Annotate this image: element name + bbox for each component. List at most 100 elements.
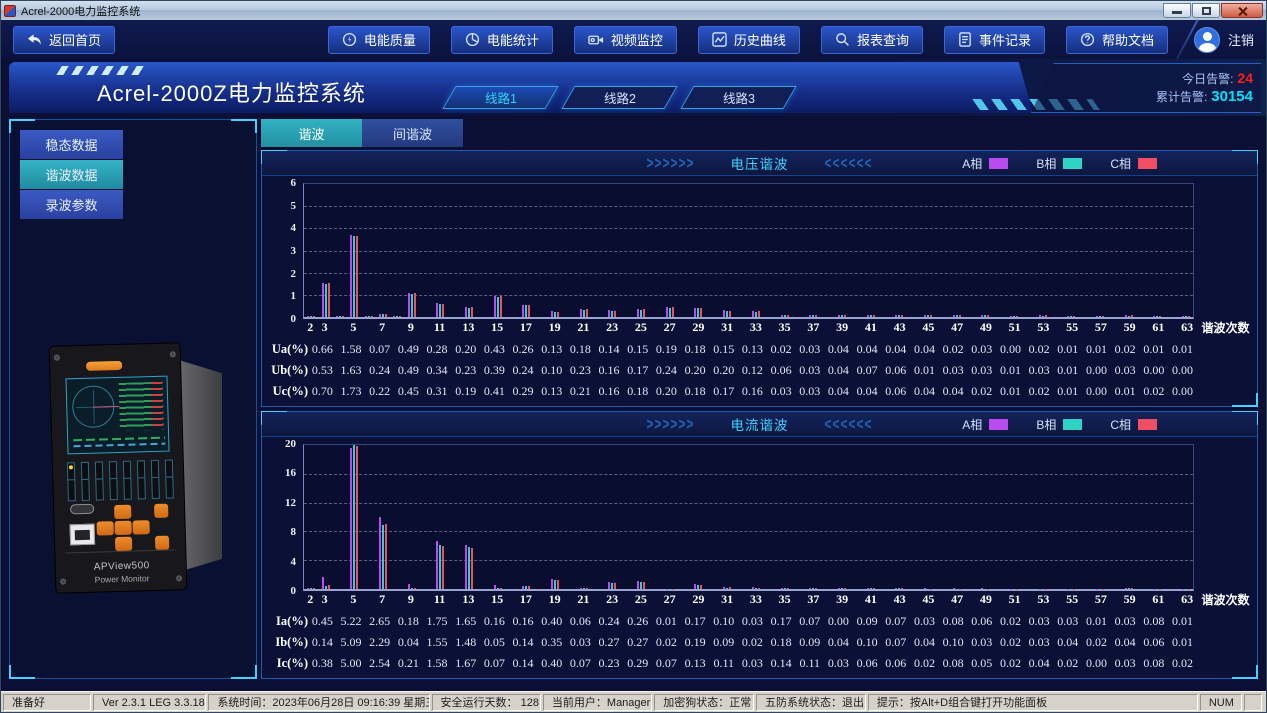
- bar: [665, 307, 668, 317]
- nav-report-query[interactable]: 报表查询: [820, 25, 923, 54]
- maximize-button[interactable]: [1192, 3, 1220, 18]
- x-tick-label: 39: [836, 592, 849, 606]
- table-cell: 0.20: [713, 363, 735, 377]
- total-alert-label: 累计告警:: [1155, 90, 1208, 104]
- x-tick-label: 11: [433, 320, 446, 334]
- bar: [384, 314, 387, 317]
- bar: [582, 588, 585, 589]
- bar: [637, 581, 640, 589]
- bar-group: [892, 184, 906, 317]
- bar-group: [720, 445, 734, 589]
- bar: [1067, 315, 1070, 317]
- x-tick-label: 9: [407, 592, 414, 606]
- bar: [726, 310, 729, 317]
- back-home-button[interactable]: 返回首页: [13, 25, 116, 54]
- bar-group: [519, 445, 533, 589]
- table-cell: 0.03: [827, 656, 849, 670]
- row-header: Ib(%): [275, 635, 308, 649]
- bar: [356, 235, 359, 317]
- table-cell: 0.01: [1057, 363, 1079, 377]
- sidebar-item-wave-record-params[interactable]: 录波参数: [20, 190, 123, 219]
- bar: [399, 316, 402, 317]
- bar: [809, 314, 812, 317]
- bar-group: [1021, 184, 1035, 317]
- bar: [439, 545, 442, 589]
- bar: [640, 581, 643, 589]
- table-cell: 0.03: [1114, 614, 1136, 628]
- table-cell: 0.21: [569, 384, 591, 398]
- logout-button[interactable]: 注销: [1193, 26, 1254, 53]
- bar: [364, 316, 367, 317]
- bar-group: [1050, 184, 1064, 317]
- x-tick-label: [591, 592, 605, 607]
- table-cell: 0.02: [971, 384, 993, 398]
- x-tick-label: [476, 320, 490, 335]
- nav-history-curve[interactable]: 历史曲线: [697, 25, 800, 54]
- screen-text-line: [73, 436, 166, 442]
- bar: [499, 587, 502, 589]
- table-cell: 0.04: [1114, 635, 1136, 649]
- bar: [1041, 315, 1044, 317]
- gridline: [304, 228, 1193, 230]
- table-cell: 0.27: [598, 635, 620, 649]
- nav-video-monitor[interactable]: 视频监控: [573, 25, 677, 54]
- x-tick-label: 23: [606, 592, 619, 606]
- tab-line1[interactable]: 线路1: [442, 86, 559, 109]
- table-cell: 0.08: [1143, 656, 1165, 670]
- bar-group: [347, 184, 361, 317]
- table-cell: 0.09: [713, 635, 735, 649]
- bar-group: [1079, 184, 1093, 317]
- legend-swatch-icon: [1138, 157, 1157, 169]
- x-tick-label: 25: [634, 592, 647, 606]
- x-tick-label: [447, 320, 461, 335]
- table-cell: 0.16: [598, 363, 620, 377]
- bar-group: [404, 184, 418, 317]
- x-tick-label: 17: [519, 592, 532, 606]
- sidebar-item-harmonic-data[interactable]: 谐波数据: [20, 160, 123, 189]
- nav-event-record[interactable]: 事件记录: [943, 25, 1045, 54]
- close-button[interactable]: [1221, 3, 1263, 18]
- nav-help-doc[interactable]: 帮助文档: [1065, 25, 1168, 54]
- bar: [367, 316, 370, 317]
- table-cell: 0.10: [541, 363, 563, 377]
- tab-line2[interactable]: 线路2: [561, 86, 678, 109]
- bar-group: [1007, 184, 1021, 317]
- nav-power-quality[interactable]: 电能质量: [327, 25, 430, 54]
- table-cell: 0.03: [799, 384, 821, 398]
- table-row: Uc(%) 0.70 1.73 0.22 0.45 0.31 0.19 0.41 0.29 0.1…: [262, 381, 1257, 402]
- sidebar-item-steady-data[interactable]: 稳态数据: [20, 130, 123, 159]
- x-tick-label: [1166, 320, 1180, 335]
- bar: [393, 316, 396, 317]
- table-cell: 0.35: [541, 635, 563, 649]
- tab-harmonic[interactable]: 谐波: [261, 119, 362, 147]
- x-tick-label: [562, 592, 576, 607]
- event-record-icon: [959, 32, 971, 47]
- alert-summary: 今日告警: 24 累计告警: 30154: [1031, 63, 1261, 113]
- x-tick-label: [504, 320, 518, 335]
- table-cell: 0.13: [741, 342, 763, 356]
- bar-group: [333, 445, 347, 589]
- minimize-button[interactable]: [1163, 3, 1191, 18]
- table-cell: 0.03: [741, 656, 763, 670]
- bar: [837, 588, 840, 589]
- bar-group: [878, 184, 892, 317]
- device-photo: APView500 Power Monitor: [48, 342, 228, 594]
- table-cell: 0.01: [1171, 614, 1193, 628]
- x-tick-label: [1166, 592, 1180, 607]
- status-current-user: 当前用户：Manager: [542, 693, 653, 711]
- bar: [901, 588, 904, 589]
- bar: [812, 315, 815, 317]
- table-cell: 0.22: [369, 384, 391, 398]
- key-enter-icon: [114, 520, 132, 536]
- x-tick-label: 33: [749, 592, 762, 606]
- x-tick-label: [1137, 592, 1151, 607]
- table-cell: 0.18: [627, 384, 649, 398]
- tab-interharmonic[interactable]: 间谐波: [362, 119, 463, 147]
- bar: [923, 315, 926, 317]
- nav-energy-statistics[interactable]: 电能统计: [450, 25, 553, 54]
- tab-line3[interactable]: 线路3: [680, 86, 797, 109]
- window-titlebar: Acrel-2000电力监控系统: [1, 1, 1266, 20]
- bar: [643, 581, 646, 589]
- today-alert-label: 今日告警:: [1182, 72, 1234, 86]
